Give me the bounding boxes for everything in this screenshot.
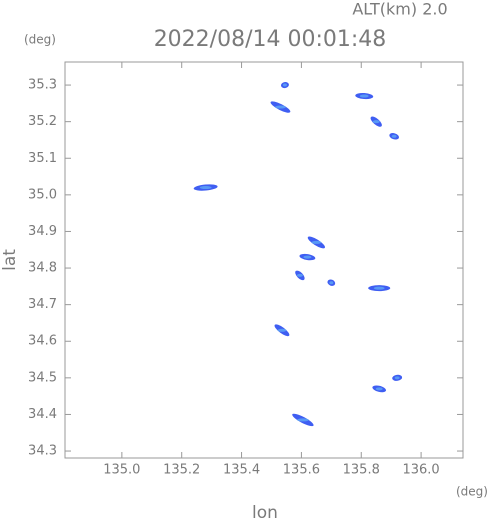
y-axis-label: lat: [0, 249, 20, 271]
y-tick-label: 35.3: [28, 78, 57, 93]
y-tick-label: 34.3: [28, 444, 57, 459]
x-tick-label: 135.0: [103, 463, 140, 478]
plot-frame: [64, 61, 464, 459]
echo-core: [296, 418, 309, 422]
x-tick-label: 135.2: [163, 463, 200, 478]
y-tick-label: 35.0: [28, 187, 57, 202]
y-tick-label: 35.2: [28, 114, 57, 129]
echo-core: [296, 273, 303, 277]
echo-core: [391, 134, 397, 138]
y-tick-label: 34.8: [28, 261, 57, 276]
echo-core: [329, 281, 334, 285]
echo-core: [199, 186, 212, 190]
x-tick-label: 135.4: [223, 463, 260, 478]
y-tick-label: 34.4: [28, 407, 57, 422]
x-unit: (deg): [456, 485, 488, 499]
y-tick-label: 34.7: [28, 297, 57, 312]
x-tick-label: 135.6: [283, 463, 320, 478]
x-tick-label: 135.8: [343, 463, 380, 478]
y-tick-label: 34.9: [28, 224, 57, 239]
echo-core: [303, 255, 312, 259]
echo-core: [375, 387, 383, 391]
echo-core: [372, 120, 380, 124]
echo-core: [282, 83, 287, 87]
echo-core: [359, 94, 369, 98]
echo-core: [394, 376, 400, 380]
x-axis-label: lon: [252, 503, 278, 521]
y-tick-label: 34.5: [28, 370, 57, 385]
chart-title: 2022/08/14 00:01:48: [154, 27, 387, 52]
echo-core: [274, 105, 286, 109]
y-tick-label: 34.6: [28, 334, 57, 349]
x-tick-label: 136.0: [402, 463, 439, 478]
y-unit: (deg): [24, 33, 56, 47]
chart-subtitle: ALT(km) 2.0: [352, 0, 447, 19]
echo-core: [373, 286, 385, 290]
echo-core: [311, 240, 322, 244]
y-tick-label: 35.1: [28, 151, 57, 166]
echo-core: [277, 328, 287, 332]
